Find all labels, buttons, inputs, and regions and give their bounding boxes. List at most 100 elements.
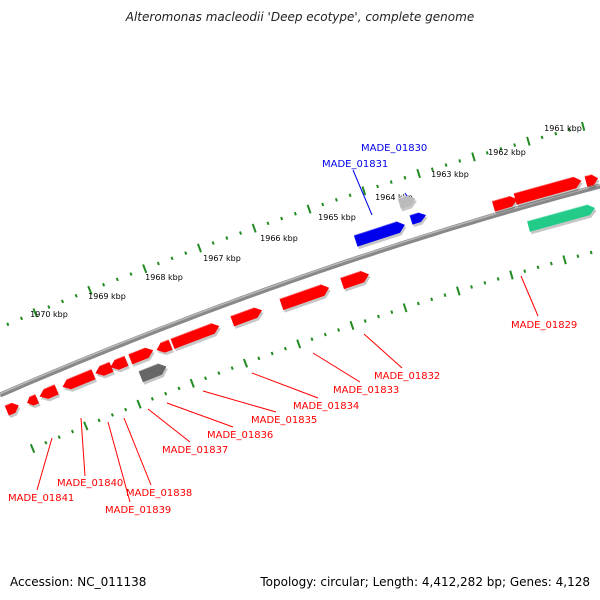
scale-tick-upper: [184, 251, 188, 255]
gene-made-01831[interactable]: [353, 221, 405, 247]
gene-made-01842-highlight: [29, 393, 36, 398]
scale-tick-lower: [97, 418, 101, 423]
scale-tick-upper: [376, 184, 379, 189]
gene-label-made-01840[interactable]: MADE_01840: [57, 478, 123, 489]
gene-label-made-01838[interactable]: MADE_01838: [126, 488, 192, 499]
scale-tick-upper: [60, 299, 65, 304]
gene-light-grey-highlight: [397, 194, 408, 200]
gene-light-grey[interactable]: [397, 195, 416, 209]
leader-line: [363, 333, 403, 369]
gene-made-01833[interactable]: [279, 284, 330, 311]
gene-made-01826[interactable]: [584, 174, 599, 187]
scale-tick-lower: [390, 310, 394, 315]
scale-tick-upper: [32, 308, 38, 318]
gene-label-made-01834[interactable]: MADE_01834: [293, 401, 359, 412]
scale-tick-upper: [389, 180, 393, 184]
scale-tick-lower: [589, 250, 593, 255]
gene-made-01840-highlight: [66, 368, 92, 380]
gene-label-made-01830[interactable]: MADE_01830: [361, 143, 427, 154]
scale-tick-upper: [87, 285, 93, 295]
scale-tick-upper: [115, 277, 119, 282]
gene-made-pseudo[interactable]: [138, 363, 167, 383]
scale-tick-lower: [377, 314, 380, 319]
scale-tick-lower: [323, 332, 327, 337]
scale-tick-upper: [19, 316, 24, 321]
scale-tick-upper: [293, 211, 297, 216]
gene-made-01828-highlight: [491, 195, 510, 202]
scale-tick-upper: [485, 151, 489, 155]
scale-tick-upper: [321, 202, 325, 207]
gene-made-01841[interactable]: [39, 384, 59, 399]
scale-tick-lower: [310, 337, 314, 342]
leader-line: [312, 352, 361, 383]
gene-made-01838[interactable]: [110, 355, 129, 370]
gene-made-01841-highlight: [43, 383, 55, 390]
gene-label-made-01835[interactable]: MADE_01835: [251, 415, 317, 426]
scale-tick-upper: [526, 136, 531, 146]
gene-made-01837[interactable]: [128, 347, 154, 365]
gene-made-01838-highlight: [114, 355, 125, 361]
gene-made-01834-highlight: [230, 306, 254, 317]
gene-made-01834[interactable]: [230, 307, 263, 327]
gene-made-01839-highlight: [99, 361, 110, 367]
gene-made-01831-highlight: [353, 220, 397, 236]
scale-tick-upper: [102, 282, 106, 287]
gene-made-01826-highlight: [584, 173, 592, 177]
scale-tick-upper: [540, 135, 544, 140]
gene-made-01835-highlight: [170, 322, 212, 340]
scale-tick-lower: [402, 303, 408, 313]
leader-line: [404, 192, 408, 197]
gene-made-01835[interactable]: [170, 323, 220, 349]
scale-tick-lower: [270, 351, 274, 356]
gene-made-01840[interactable]: [62, 369, 96, 390]
gene-made-01827[interactable]: [513, 176, 582, 205]
gene-made-01842[interactable]: [27, 394, 39, 406]
gene-made-01839[interactable]: [95, 361, 114, 376]
scale-tick-upper: [334, 197, 338, 202]
scale-tick-lower: [430, 297, 434, 302]
gene-label-made-01839[interactable]: MADE_01839: [105, 505, 171, 516]
scale-tick-lower: [57, 435, 61, 439]
scale-tick-lower: [136, 399, 142, 409]
gene-made-01833-highlight: [279, 283, 321, 300]
leader-line: [123, 417, 152, 486]
scale-tick-lower: [576, 254, 580, 258]
genome-title: Alteromonas macleodii 'Deep ecotype', co…: [125, 10, 475, 24]
scale-tick-lower: [242, 358, 249, 368]
scale-tick-upper: [403, 175, 407, 180]
scale-tick-lower: [177, 386, 181, 391]
gene-label-made-01841[interactable]: MADE_01841: [8, 493, 74, 504]
gene-made-01828[interactable]: [491, 196, 518, 212]
scale-tick-upper: [156, 261, 160, 266]
gene-made-01832[interactable]: [340, 270, 369, 290]
scale-tick-lower: [164, 391, 168, 396]
gene-label-made-01831[interactable]: MADE_01831: [322, 159, 388, 170]
kbp-label: 1969 kbp: [88, 292, 126, 301]
gene-made-01829[interactable]: [527, 204, 596, 232]
gene-label-made-01837[interactable]: MADE_01837: [162, 445, 228, 456]
genome-summary-text: Topology: circular; Length: 4,412,282 bp…: [260, 575, 590, 589]
gene-made-01843[interactable]: [4, 402, 19, 416]
leader-line: [520, 275, 539, 317]
scale-tick-lower: [189, 378, 195, 388]
gene-made-01836[interactable]: [156, 339, 173, 353]
scale-tick-upper: [348, 193, 352, 198]
gene-label-made-01829[interactable]: MADE_01829: [511, 320, 577, 331]
scale-tick-lower: [470, 285, 473, 289]
gene-made-01830[interactable]: [409, 212, 427, 225]
gene-label-made-01833[interactable]: MADE_01833: [333, 385, 399, 396]
scale-tick-lower: [204, 376, 208, 381]
leader-line: [166, 402, 234, 428]
gene-label-made-01836[interactable]: MADE_01836: [207, 430, 273, 441]
scale-tick-upper: [170, 256, 174, 261]
leader-line: [107, 421, 131, 503]
scale-tick-lower: [257, 356, 261, 361]
scale-tick-upper: [581, 121, 586, 131]
scale-tick-lower: [523, 269, 527, 273]
scale-tick-upper: [499, 147, 503, 151]
scale-tick-lower: [509, 270, 514, 280]
kbp-label: 1970 kbp: [30, 310, 68, 319]
gene-label-made-01832[interactable]: MADE_01832: [374, 371, 440, 382]
scale-tick-upper: [239, 231, 243, 235]
